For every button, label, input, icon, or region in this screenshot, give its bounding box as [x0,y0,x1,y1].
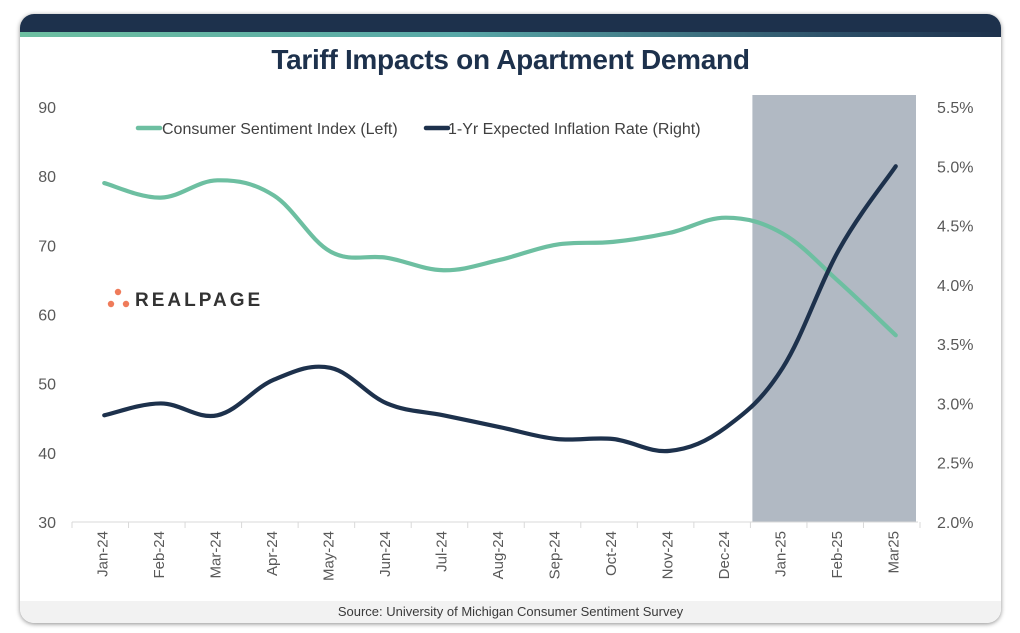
chart-title: Tariff Impacts on Apartment Demand [271,44,750,75]
x-tick-label: Jan-25 [773,531,790,577]
x-tick-label: Aug-24 [490,531,507,579]
legend-label: 1-Yr Expected Inflation Rate (Right) [448,121,701,138]
header-bar [20,14,1001,32]
logo-text: REALPAGE [135,290,263,311]
logo-dot-icon [107,300,115,308]
x-tick-label: Dec-24 [716,531,733,579]
source-text: Source: University of Michigan Consumer … [337,604,684,619]
x-tick-label: Feb-24 [151,531,168,579]
right-axis-tick-label: 3.0% [937,396,973,413]
right-axis-tick-label: 2.5% [937,456,973,473]
x-tick-label: Jun-24 [377,531,394,577]
inflation-rate-line [102,164,898,454]
x-tick-label: Oct-24 [603,531,620,576]
left-axis-tick-label: 80 [38,169,56,186]
right-axis-tick-label: 2.0% [937,515,973,532]
x-tick-label: Mar25 [886,531,903,574]
x-tick-label: Mar-24 [207,531,224,579]
right-axis-tick-label: 5.5% [937,100,973,117]
x-tick-label: Sep-24 [547,531,564,579]
left-axis-tick-label: 30 [38,515,56,532]
logo-dot-icon [122,300,130,308]
right-axis-tick-label: 4.5% [937,219,973,236]
left-axis-tick-label: 70 [38,238,56,255]
realpage-logo: REALPAGE [107,288,263,311]
left-axis-tick-label: 50 [38,377,56,394]
x-tick-label: Apr-24 [264,531,281,576]
left-axis-tick-label: 60 [38,308,56,325]
left-axis-tick-label: 40 [38,446,56,463]
right-axis-tick-label: 5.0% [937,159,973,176]
highlight-band [752,95,916,522]
left-axis-tick-label: 90 [38,100,56,117]
x-tick-label: Jul-24 [433,531,450,572]
right-axis-tick-label: 4.0% [937,278,973,295]
legend-label: Consumer Sentiment Index (Left) [162,121,398,138]
x-tick-label: Nov-24 [660,531,677,579]
header-accent-strip [20,32,1001,37]
source-footer: Source: University of Michigan Consumer … [20,601,1001,623]
x-tick-label: Jan-24 [94,531,111,577]
x-tick-label: Feb-25 [829,531,846,579]
x-tick-label: May-24 [320,531,337,581]
legend: Consumer Sentiment Index (Left) 1-Yr Expe… [135,121,701,138]
logo-dot-icon [114,288,122,296]
right-axis-tick-label: 3.5% [937,337,973,354]
